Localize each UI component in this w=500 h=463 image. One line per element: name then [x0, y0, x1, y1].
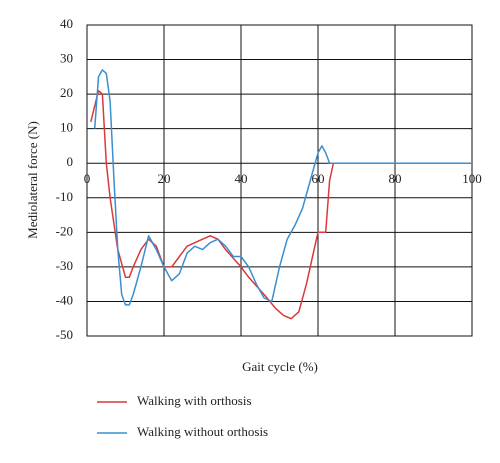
y-tick-label: -40: [56, 292, 73, 307]
y-tick-label: 30: [60, 51, 73, 66]
legend-label: Walking without orthosis: [137, 424, 268, 439]
x-tick-label: 40: [235, 171, 248, 186]
y-axis-label: Mediolateral force (N): [25, 121, 40, 239]
x-tick-label: 0: [84, 171, 91, 186]
y-tick-label: -30: [56, 258, 73, 273]
x-tick-label: 60: [312, 171, 325, 186]
y-tick-label: -50: [56, 327, 73, 342]
legend-label: Walking with orthosis: [137, 393, 252, 408]
x-axis-label: Gait cycle (%): [242, 359, 318, 374]
plot-area: [86, 24, 473, 337]
x-tick-label: 20: [158, 171, 171, 186]
y-tick-label: 10: [60, 120, 73, 135]
series-line: [93, 69, 472, 306]
series-line: [90, 89, 472, 320]
y-tick-label: -20: [56, 223, 73, 238]
y-tick-label: 20: [60, 85, 73, 100]
x-tick-label: 100: [462, 171, 482, 186]
x-tick-label: 80: [389, 171, 402, 186]
y-tick-label: 40: [60, 16, 73, 31]
y-tick-label: -10: [56, 189, 73, 204]
y-tick-label: 0: [67, 154, 74, 169]
